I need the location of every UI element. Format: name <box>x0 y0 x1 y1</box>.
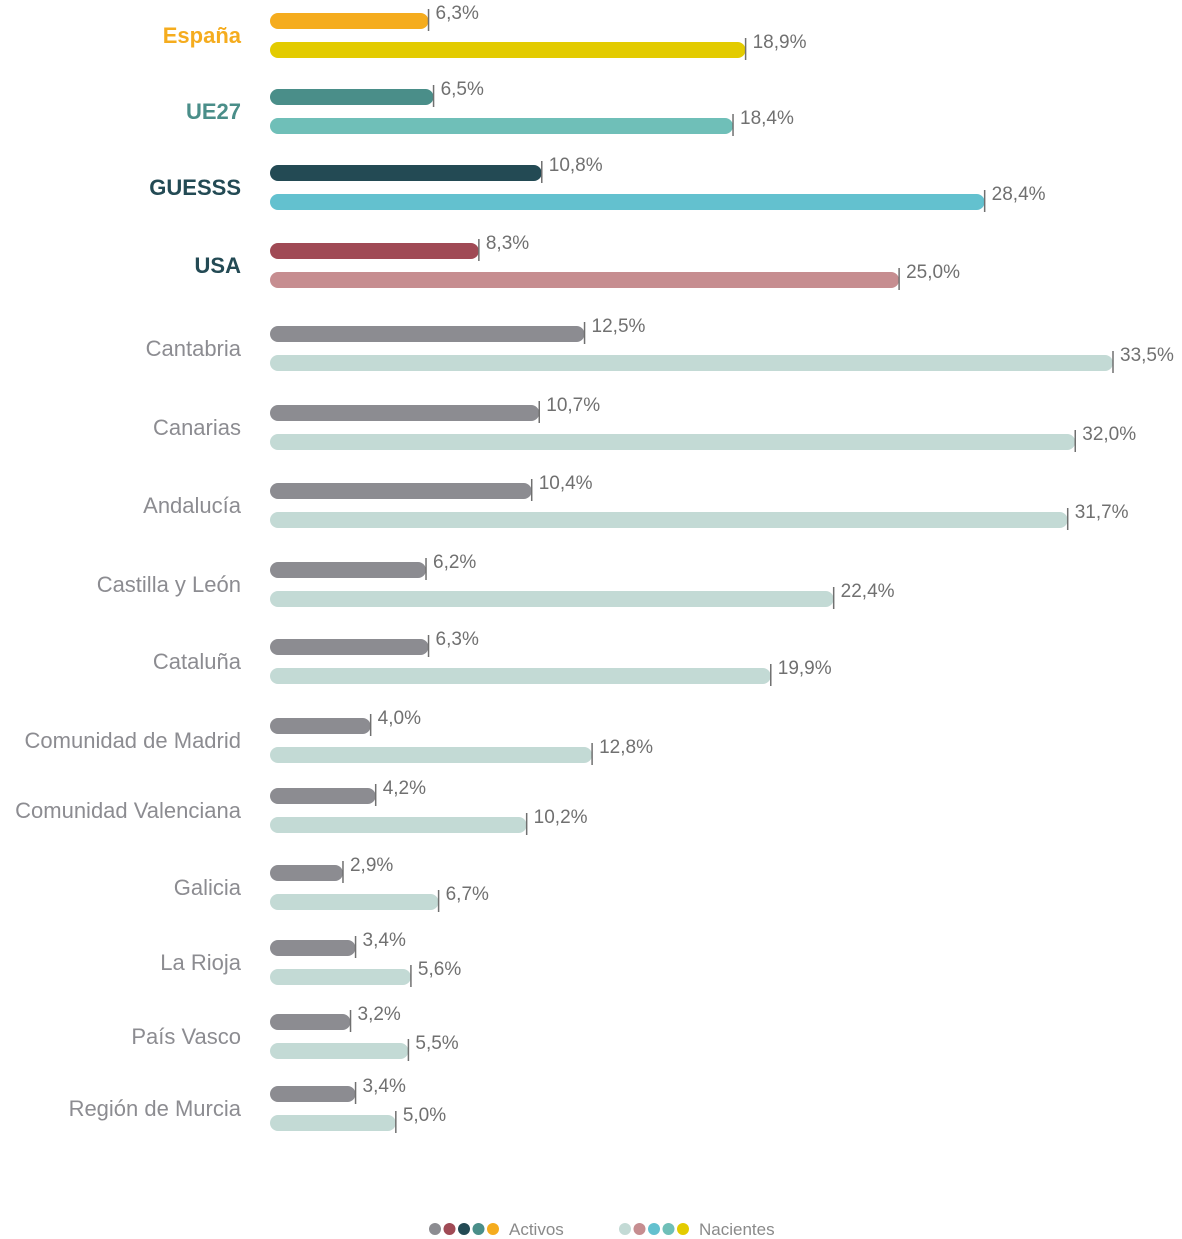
category-label-comunidad-valenciana: Comunidad Valenciana <box>15 798 242 823</box>
bar-activos-espana <box>270 13 429 29</box>
value-label-activos-canarias: 10,7% <box>546 395 600 416</box>
category-label-canarias: Canarias <box>153 415 241 440</box>
bar-nacientes-castilla-y-leon <box>270 591 834 607</box>
value-label-activos-pais-vasco: 3,2% <box>358 1004 401 1025</box>
bar-nacientes-canarias <box>270 434 1076 450</box>
legend-dot-nacientes-4 <box>662 1223 675 1235</box>
bar-nacientes-espana <box>270 42 746 58</box>
bar-nacientes-guesss <box>270 194 985 210</box>
category-label-region-de-murcia: Región de Murcia <box>69 1096 242 1121</box>
value-label-activos-comunidad-de-madrid: 4,0% <box>378 708 421 729</box>
value-label-nacientes-usa: 25,0% <box>906 262 960 283</box>
bar-activos-galicia <box>270 865 343 881</box>
value-label-nacientes-castilla-y-leon: 22,4% <box>841 581 895 602</box>
bar-nacientes-galicia <box>270 894 439 910</box>
value-label-activos-la-rioja: 3,4% <box>363 930 406 951</box>
value-label-activos-ue27: 6,5% <box>441 79 484 100</box>
value-label-nacientes-galicia: 6,7% <box>446 884 489 905</box>
legend-dot-nacientes-1 <box>619 1223 631 1235</box>
bars: 6,3% 18,9% 6,5% 18,4% 10,8% 28,4% 8,3% 25,0% 12,… <box>270 3 1174 1133</box>
category-label-ue27: UE27 <box>186 99 241 124</box>
bar-nacientes-comunidad-valenciana <box>270 817 527 833</box>
bar-nacientes-usa <box>270 272 900 288</box>
bar-nacientes-comunidad-de-madrid <box>270 747 593 763</box>
value-label-nacientes-cataluna: 19,9% <box>778 658 832 679</box>
value-label-activos-castilla-y-leon: 6,2% <box>433 552 476 573</box>
bar-nacientes-cataluna <box>270 668 771 684</box>
value-label-nacientes-comunidad-de-madrid: 12,8% <box>599 737 653 758</box>
category-label-usa: USA <box>195 253 242 278</box>
category-label-cataluna: Cataluña <box>153 649 242 674</box>
value-label-activos-comunidad-valenciana: 4,2% <box>383 778 426 799</box>
legend-dot-activos-4 <box>472 1223 485 1235</box>
legend-dot-activos-2 <box>443 1223 456 1235</box>
value-label-nacientes-comunidad-valenciana: 10,2% <box>534 807 588 828</box>
value-label-activos-espana: 6,3% <box>436 3 479 24</box>
value-label-nacientes-pais-vasco: 5,5% <box>415 1033 458 1054</box>
bar-nacientes-andalucia <box>270 512 1068 528</box>
bar-nacientes-ue27 <box>270 118 734 134</box>
category-label-espana: España <box>163 23 242 48</box>
value-label-activos-galicia: 2,9% <box>350 855 393 876</box>
value-label-nacientes-la-rioja: 5,6% <box>418 959 461 980</box>
bar-nacientes-pais-vasco <box>270 1043 409 1059</box>
value-label-nacientes-cantabria: 33,5% <box>1120 345 1174 366</box>
value-label-activos-andalucia: 10,4% <box>539 473 593 494</box>
bar-activos-la-rioja <box>270 940 356 956</box>
legend-dot-nacientes-2 <box>633 1223 646 1235</box>
category-label-andalucia: Andalucía <box>143 493 242 518</box>
legend-dot-activos-3 <box>458 1223 470 1235</box>
category-label-pais-vasco: País Vasco <box>131 1024 241 1049</box>
value-label-nacientes-region-de-murcia: 5,0% <box>403 1105 446 1126</box>
category-label-galicia: Galicia <box>174 875 242 900</box>
bar-activos-andalucia <box>270 483 532 499</box>
value-label-nacientes-canarias: 32,0% <box>1082 424 1136 445</box>
bar-activos-cataluna <box>270 639 429 655</box>
category-labels: España UE27 GUESSS USA Cantabria Canarias Anda… <box>15 23 242 1121</box>
bar-activos-canarias <box>270 405 540 421</box>
legend-label-activos: Activos <box>509 1220 564 1239</box>
bar-activos-usa <box>270 243 479 259</box>
bar-nacientes-cantabria <box>270 355 1113 371</box>
bar-nacientes-region-de-murcia <box>270 1115 396 1131</box>
category-label-la-rioja: La Rioja <box>160 950 241 975</box>
bar-activos-ue27 <box>270 89 434 105</box>
value-label-nacientes-guesss: 28,4% <box>992 184 1046 205</box>
category-label-comunidad-de-madrid: Comunidad de Madrid <box>25 728 241 753</box>
category-label-castilla-y-leon: Castilla y León <box>97 572 241 597</box>
legend-dot-nacientes-3 <box>648 1223 660 1235</box>
value-label-activos-usa: 8,3% <box>486 233 529 254</box>
bar-nacientes-la-rioja <box>270 969 411 985</box>
value-label-activos-cantabria: 12,5% <box>592 316 646 337</box>
value-label-nacientes-ue27: 18,4% <box>740 108 794 129</box>
legend: Activos Nacientes <box>429 1220 775 1239</box>
value-label-activos-region-de-murcia: 3,4% <box>363 1076 406 1097</box>
bar-activos-comunidad-de-madrid <box>270 718 371 734</box>
legend-dot-activos-5 <box>487 1223 499 1235</box>
value-label-activos-guesss: 10,8% <box>549 155 603 176</box>
bar-activos-guesss <box>270 165 542 181</box>
category-label-cantabria: Cantabria <box>146 336 242 361</box>
bar-activos-region-de-murcia <box>270 1086 356 1102</box>
value-label-nacientes-espana: 18,9% <box>753 32 807 53</box>
value-label-nacientes-andalucia: 31,7% <box>1075 502 1129 523</box>
legend-dot-nacientes-5 <box>677 1223 689 1235</box>
bar-activos-comunidad-valenciana <box>270 788 376 804</box>
legend-label-nacientes: Nacientes <box>699 1220 775 1239</box>
bar-activos-cantabria <box>270 326 585 342</box>
value-label-activos-cataluna: 6,3% <box>436 629 479 650</box>
bar-activos-pais-vasco <box>270 1014 351 1030</box>
legend-dot-activos-1 <box>429 1223 441 1235</box>
bar-activos-castilla-y-leon <box>270 562 427 578</box>
category-label-guesss: GUESSS <box>149 175 241 200</box>
